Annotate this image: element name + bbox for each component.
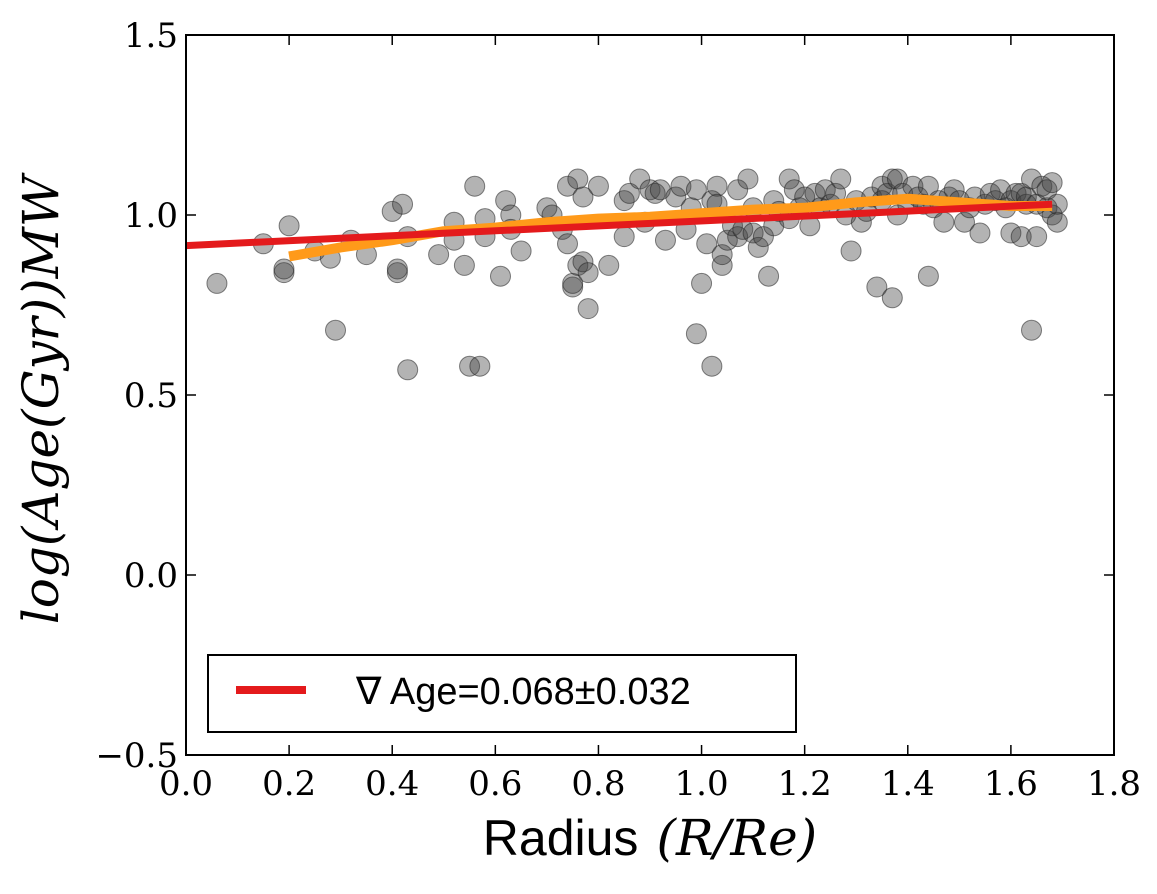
data-point-45 bbox=[613, 226, 635, 248]
data-point-15 bbox=[397, 359, 419, 381]
data-point-25 bbox=[489, 265, 511, 287]
data-point-13 bbox=[392, 193, 414, 215]
data-point-0 bbox=[206, 272, 228, 294]
data-point-26 bbox=[495, 190, 517, 212]
data-point-40 bbox=[572, 186, 594, 208]
y-axis-ticks: −0.5 0.0 0.5 1.0 1.5 bbox=[95, 16, 1114, 776]
data-point-134 bbox=[1010, 226, 1032, 248]
x-axis-title-text: Radius bbox=[483, 810, 639, 866]
data-point-22 bbox=[469, 355, 491, 377]
data-point-47 bbox=[618, 182, 640, 204]
data-point-84 bbox=[783, 179, 805, 201]
x-tick-label-7: 1.4 bbox=[881, 764, 935, 804]
plot-area bbox=[186, 35, 1114, 755]
data-point-60 bbox=[691, 272, 713, 294]
x-axis-title-math: (R/Re) bbox=[656, 809, 817, 867]
data-point-4 bbox=[278, 215, 300, 237]
data-point-43 bbox=[587, 175, 609, 197]
x-tick-label-3: 0.6 bbox=[468, 764, 522, 804]
data-point-113 bbox=[917, 265, 939, 287]
legend-label-fit: ∇ Age=0.068±0.032 bbox=[355, 671, 691, 713]
data-point-59 bbox=[685, 179, 707, 201]
data-point-138 bbox=[1021, 168, 1043, 190]
data-point-42 bbox=[577, 298, 599, 320]
data-point-34 bbox=[557, 175, 579, 197]
data-point-39 bbox=[572, 251, 594, 273]
data-point-146 bbox=[1046, 211, 1068, 233]
data-point-76 bbox=[747, 236, 769, 258]
data-point-29 bbox=[510, 240, 532, 262]
y-tick-label-4: 1.5 bbox=[124, 16, 178, 56]
x-axis-ticks: 0.0 0.2 0.4 0.6 0.8 1.0 1.2 1.4 1.6 1.8 bbox=[159, 35, 1141, 804]
data-point-104 bbox=[881, 287, 903, 309]
data-point-61 bbox=[696, 233, 718, 255]
y-tick-label-3: 1.0 bbox=[124, 196, 178, 236]
x-tick-label-1: 0.2 bbox=[262, 764, 316, 804]
data-point-73 bbox=[737, 168, 759, 190]
data-point-7 bbox=[325, 319, 347, 341]
y-tick-label-2: 0.5 bbox=[124, 376, 178, 416]
data-point-137 bbox=[1021, 319, 1043, 341]
legend: ∇ Age=0.068±0.032 bbox=[207, 654, 797, 733]
data-point-12 bbox=[386, 258, 408, 280]
data-point-100 bbox=[866, 276, 888, 298]
data-point-38 bbox=[567, 168, 589, 190]
data-point-53 bbox=[654, 229, 676, 251]
data-point-19 bbox=[453, 254, 475, 276]
x-tick-label-9: 1.8 bbox=[1087, 764, 1141, 804]
x-tick-label-6: 1.2 bbox=[778, 764, 832, 804]
data-point-106 bbox=[886, 168, 908, 190]
data-point-10 bbox=[381, 200, 403, 222]
data-point-121 bbox=[953, 211, 975, 233]
data-point-95 bbox=[840, 240, 862, 262]
x-tick-label-4: 0.8 bbox=[571, 764, 625, 804]
linear-fit-line bbox=[185, 200, 1053, 250]
data-point-58 bbox=[685, 323, 707, 345]
data-point-78 bbox=[758, 265, 780, 287]
x-tick-label-8: 1.6 bbox=[984, 764, 1038, 804]
x-tick-label-0: 0.0 bbox=[159, 764, 213, 804]
series-lines bbox=[185, 193, 1053, 262]
data-point-44 bbox=[598, 254, 620, 276]
y-tick-label-1: 0.0 bbox=[124, 556, 178, 596]
x-tick-label-2: 0.4 bbox=[365, 764, 419, 804]
data-point-16 bbox=[428, 244, 450, 266]
data-point-55 bbox=[670, 175, 692, 197]
data-point-93 bbox=[830, 168, 852, 190]
data-point-139 bbox=[1026, 226, 1048, 248]
data-point-144 bbox=[1041, 172, 1063, 194]
data-point-52 bbox=[649, 179, 671, 201]
data-point-33 bbox=[557, 233, 579, 255]
data-point-62 bbox=[701, 355, 723, 377]
data-point-82 bbox=[778, 168, 800, 190]
y-axis-title: log(Age(Gyr))MW bbox=[12, 172, 70, 624]
data-point-36 bbox=[562, 272, 584, 294]
y-tick-label-0: −0.5 bbox=[95, 736, 178, 776]
data-point-21 bbox=[464, 175, 486, 197]
data-point-105 bbox=[881, 168, 903, 190]
data-point-117 bbox=[933, 211, 955, 233]
data-point-67 bbox=[711, 244, 733, 266]
data-point-66 bbox=[711, 254, 733, 276]
data-point-54 bbox=[665, 186, 687, 208]
data-point-41 bbox=[577, 262, 599, 284]
data-point-124 bbox=[969, 222, 991, 244]
x-tick-label-5: 1.0 bbox=[675, 764, 729, 804]
x-axis-title: Radius (R/Re) bbox=[483, 809, 817, 867]
data-point-3 bbox=[273, 258, 295, 280]
data-point-64 bbox=[706, 175, 728, 197]
